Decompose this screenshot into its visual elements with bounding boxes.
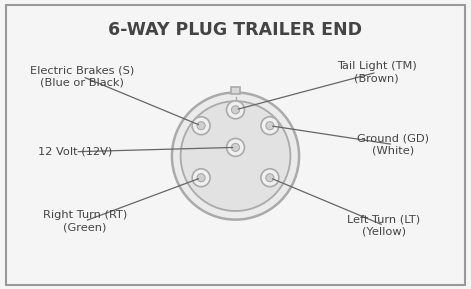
Ellipse shape (227, 101, 244, 119)
Ellipse shape (227, 138, 244, 156)
Text: Left Turn (LT)
(Yellow): Left Turn (LT) (Yellow) (347, 214, 421, 237)
Ellipse shape (266, 122, 274, 130)
Bar (231, 87, 240, 94)
Text: 6-WAY PLUG TRAILER END: 6-WAY PLUG TRAILER END (108, 21, 363, 39)
Text: Electric Brakes (S)
(Blue or Black): Electric Brakes (S) (Blue or Black) (30, 65, 135, 88)
Ellipse shape (192, 169, 210, 187)
Text: Tail Light (TM)
(Brown): Tail Light (TM) (Brown) (337, 61, 417, 84)
Ellipse shape (261, 117, 279, 135)
Ellipse shape (192, 117, 210, 135)
Ellipse shape (180, 101, 291, 211)
Ellipse shape (231, 143, 240, 151)
Text: Ground (GD)
(White): Ground (GD) (White) (357, 133, 429, 156)
Text: Right Turn (RT)
(Green): Right Turn (RT) (Green) (43, 210, 127, 232)
Text: 12 Volt (12V): 12 Volt (12V) (38, 147, 113, 157)
Ellipse shape (197, 174, 205, 182)
Ellipse shape (231, 106, 240, 114)
Ellipse shape (197, 122, 205, 130)
Ellipse shape (266, 174, 274, 182)
FancyBboxPatch shape (6, 5, 465, 285)
Ellipse shape (172, 92, 299, 220)
Ellipse shape (261, 169, 279, 187)
